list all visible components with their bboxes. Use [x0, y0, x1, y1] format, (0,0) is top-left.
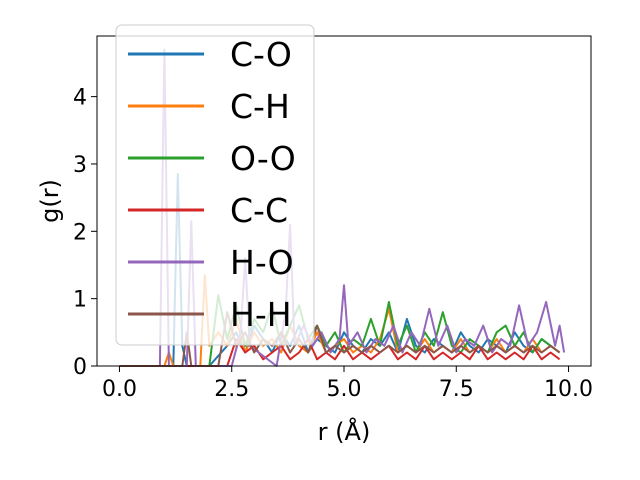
legend-label-2: O-O: [230, 139, 296, 178]
x-tick-label: 5.0: [327, 377, 362, 402]
y-axis-label: g(r): [36, 179, 64, 223]
legend-label-5: H-H: [230, 295, 292, 334]
x-axis-label: r (Å): [318, 417, 371, 446]
legend-label-1: C-H: [230, 87, 290, 126]
x-axis-ticks: 0.0 2.5 5.0 7.5 10.0: [102, 366, 593, 402]
y-tick-label: 1: [73, 288, 87, 313]
x-tick-label: 7.5: [439, 377, 474, 402]
y-tick-label: 2: [73, 220, 87, 245]
y-axis-ticks: 0 1 2 3 4: [73, 86, 97, 380]
x-tick-label: 0.0: [102, 377, 137, 402]
legend-label-4: H-O: [230, 243, 294, 282]
x-tick-label: 2.5: [214, 377, 249, 402]
y-tick-label: 3: [73, 153, 87, 178]
legend-label-0: C-O: [230, 35, 292, 74]
y-tick-label: 4: [73, 86, 87, 111]
x-tick-label: 10.0: [544, 377, 593, 402]
legend-label-3: C-C: [230, 191, 288, 230]
legend: C-O C-H O-O C-C H-O H-H: [115, 24, 315, 346]
y-tick-label: 0: [73, 355, 87, 380]
